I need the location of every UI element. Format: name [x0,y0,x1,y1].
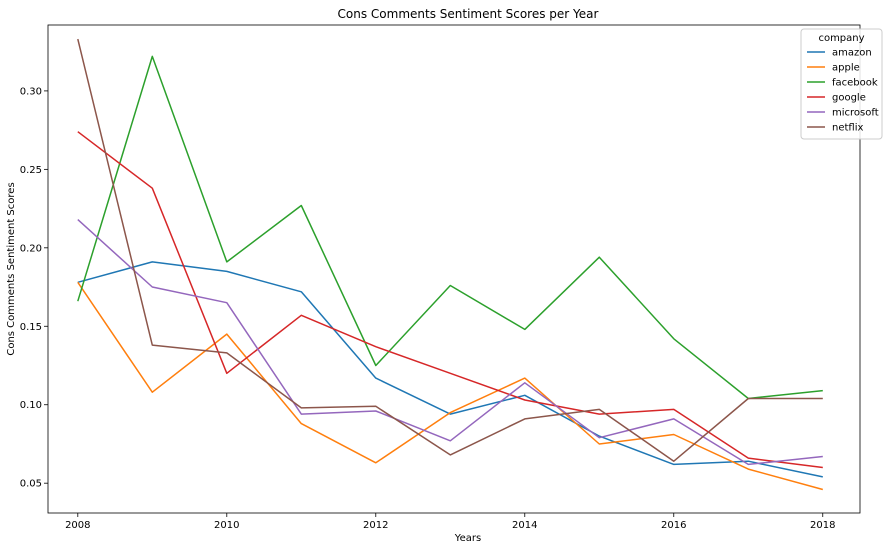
plot-area: 2008 2010 2012 2014 2016 2018 0.05 0.10 0.15 0.20… [20,24,861,531]
y-tick-label: 0.30 [20,86,42,97]
legend-label-google: google [832,93,866,104]
y-tick-label: 0.20 [20,243,42,254]
series-line-netflix [77,38,823,462]
x-tick-label: 2016 [661,520,686,531]
legend-title: company [818,33,864,44]
y-tick-label: 0.10 [20,400,42,411]
series-line-apple [77,281,823,491]
legend-label-amazon: amazon [832,48,872,59]
x-tick-label: 2010 [214,520,239,531]
y-axis-title: Cons Comments Sentiment Scores [6,182,17,355]
legend-label-netflix: netflix [832,123,863,134]
x-tick-label: 2014 [512,520,537,531]
series-line-microsoft [77,219,823,466]
x-tick-label: 2018 [810,520,835,531]
x-tick-label: 2008 [65,520,90,531]
legend-label-apple: apple [832,63,860,74]
chart-title: Cons Comments Sentiment Scores per Year [338,7,599,21]
y-tick-label: 0.15 [20,322,42,333]
legend: company amazon apple facebook google microsof… [800,28,883,140]
legend-label-microsoft: microsoft [832,108,879,119]
y-tick-label: 0.25 [20,165,42,176]
y-tick-label: 0.05 [20,479,42,490]
plot-frame [47,24,861,514]
x-axis-title: Years [454,533,481,544]
legend-label-facebook: facebook [832,78,878,89]
x-tick-label: 2012 [363,520,388,531]
series-line-google [77,131,823,469]
series-line-amazon [77,261,823,478]
series-line-facebook [77,55,823,400]
